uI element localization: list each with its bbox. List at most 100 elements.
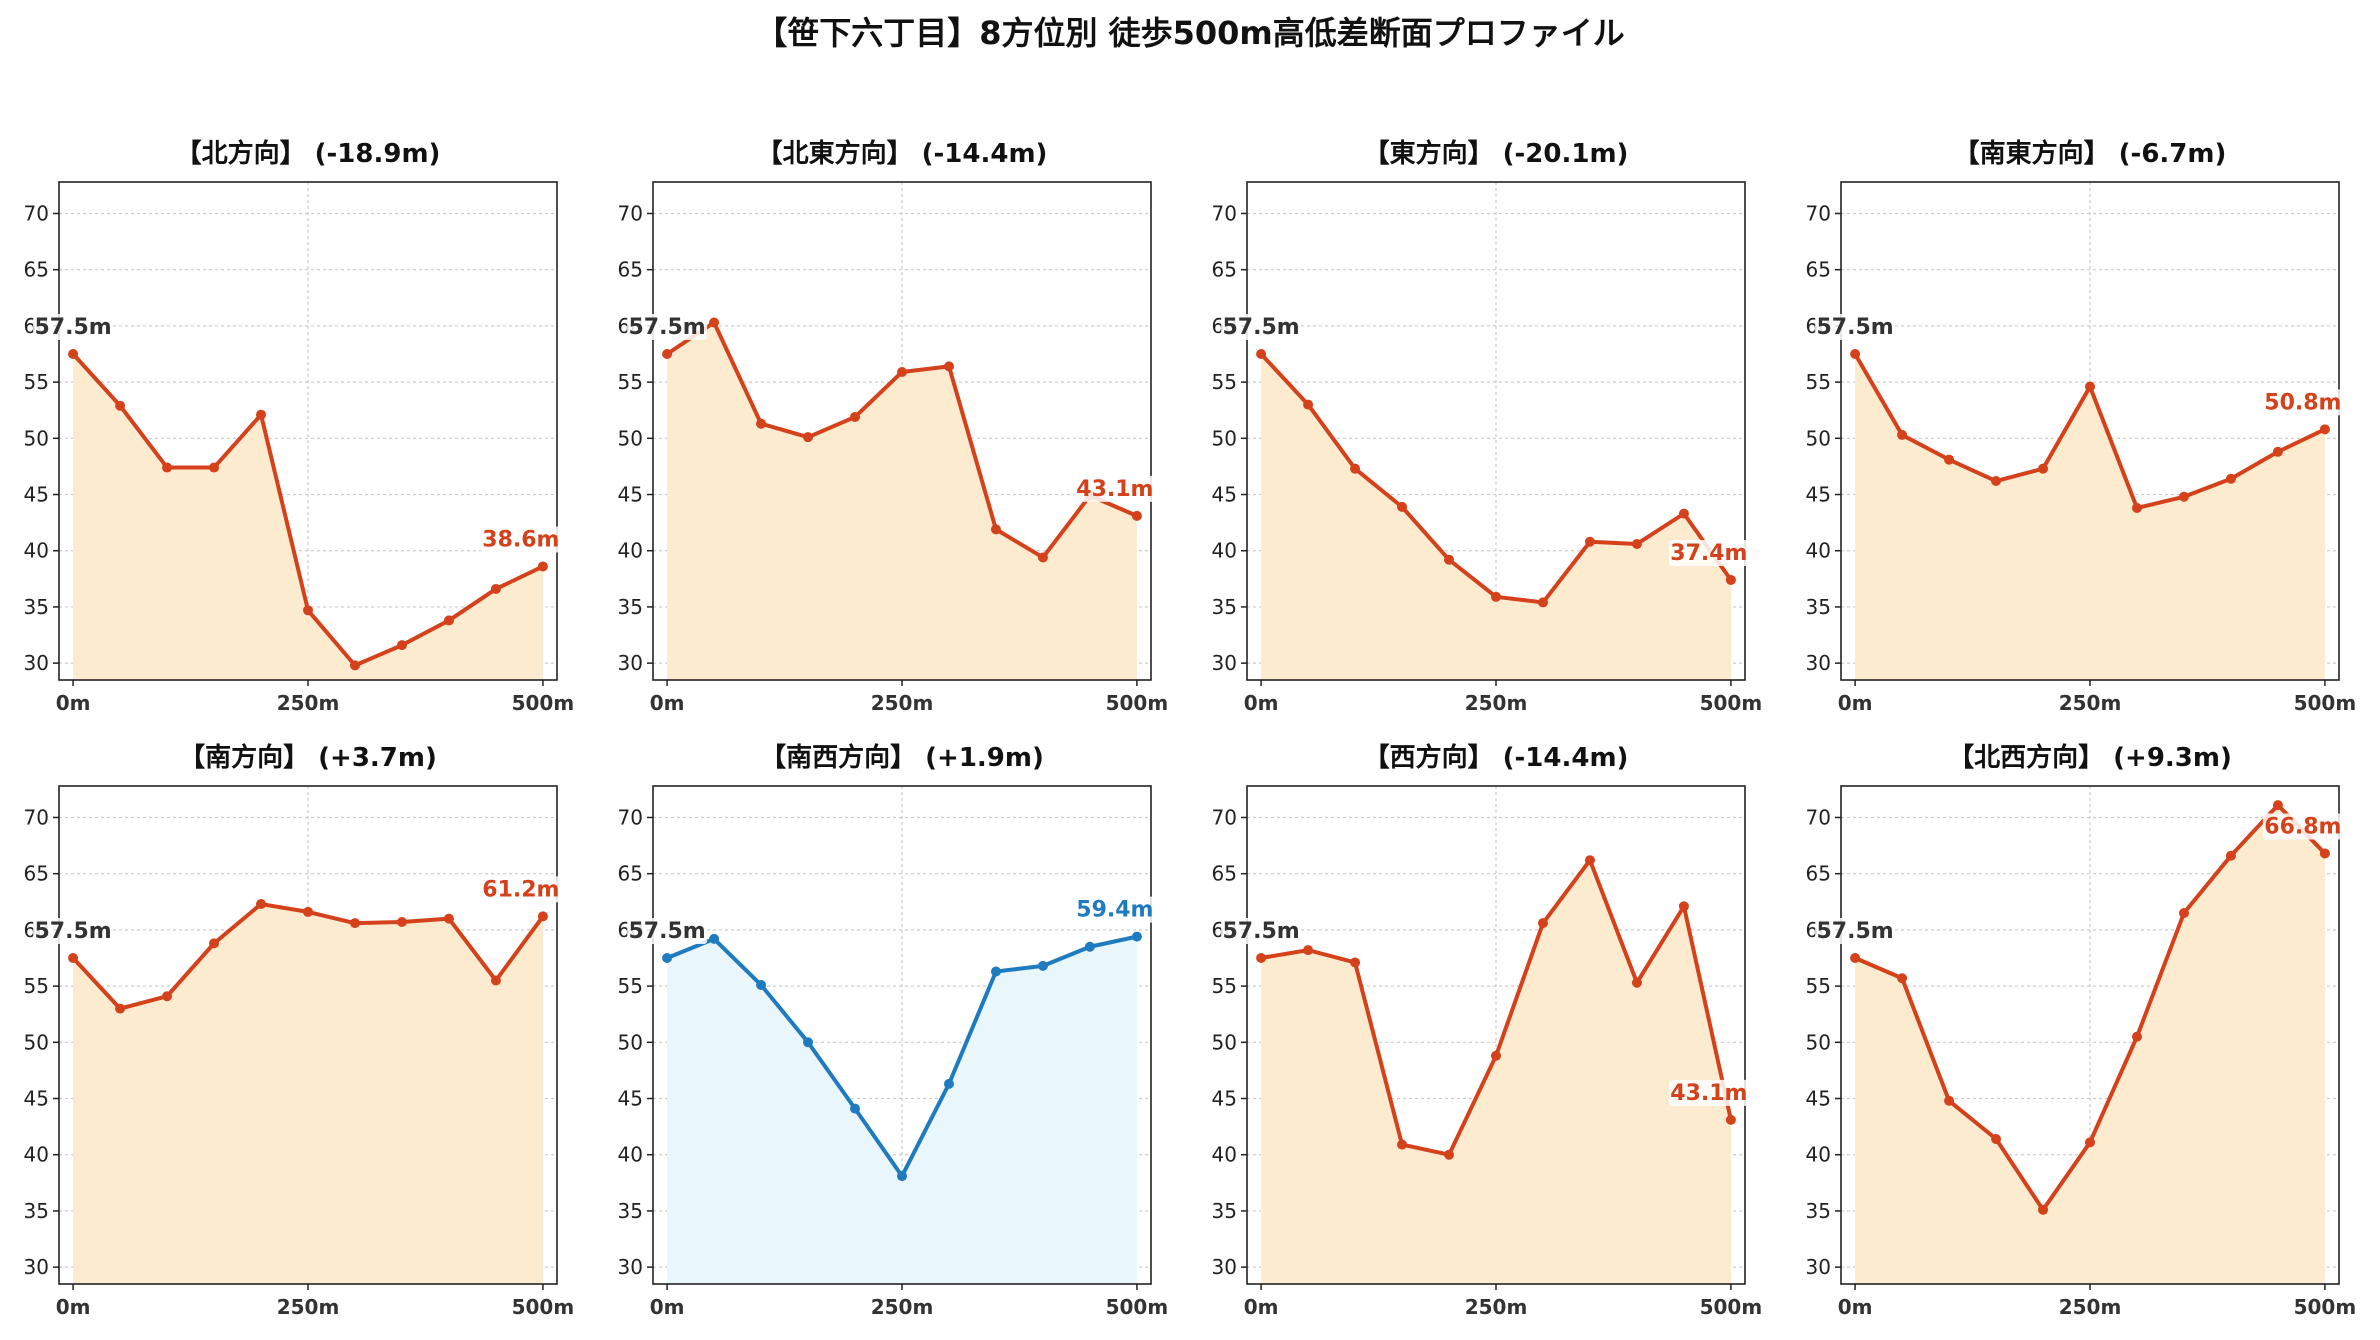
profile-point: [709, 933, 720, 944]
profile-point: [2038, 463, 2049, 474]
axes-frame: [652, 785, 1152, 1285]
y-tick-label: 65: [24, 862, 49, 886]
y-tick-label: 55: [1212, 370, 1237, 394]
profile-point: [1131, 931, 1142, 942]
x-tick-label: 0m: [650, 691, 685, 715]
panel-4: 【南方向】 (+3.7m)3035404550556065700m250m500…: [24, 742, 575, 1319]
y-tick-label: 45: [1212, 483, 1237, 507]
panel-title: 【北方向】 (-18.9m): [176, 138, 441, 169]
profile-point: [1350, 957, 1361, 968]
panel-1: 【北東方向】 (-14.4m)3035404550556065700m250m5…: [618, 138, 1169, 715]
y-tick-label: 45: [24, 483, 49, 507]
y-tick-label: 70: [24, 805, 49, 829]
x-tick-label: 500m: [1700, 691, 1763, 715]
panel-title: 【北東方向】 (-14.4m): [757, 138, 1048, 169]
y-tick-label: 65: [24, 258, 49, 282]
y-tick-label: 30: [1806, 1255, 1831, 1279]
y-tick-label: 35: [1806, 595, 1831, 619]
profile-point: [2085, 1137, 2095, 1148]
y-tick-label: 50: [618, 426, 643, 450]
profile-point: [850, 1103, 861, 1114]
x-tick-label: 0m: [1838, 1295, 1873, 1319]
x-tick-label: 250m: [871, 691, 934, 715]
profile-point: [1256, 952, 1267, 963]
y-tick-label: 55: [1806, 974, 1831, 998]
profile-point: [1678, 508, 1689, 519]
profile-point: [1397, 501, 1408, 512]
y-tick-label: 30: [24, 1255, 49, 1279]
panel-title: 【南東方向】 (-6.7m): [1954, 138, 2227, 169]
profile-point: [1991, 1133, 2002, 1144]
profile-point: [256, 409, 267, 420]
y-tick-label: 55: [1212, 974, 1237, 998]
profile-point: [2272, 446, 2283, 457]
axes-frame: [1840, 785, 2340, 1285]
x-tick-label: 0m: [56, 1295, 91, 1319]
profile-point: [1256, 348, 1267, 359]
profile-point: [709, 317, 720, 328]
profile-point: [1584, 855, 1595, 866]
axes-frame: [58, 785, 558, 1285]
profile-point: [256, 899, 267, 910]
profile-point: [1350, 463, 1361, 474]
profile-area: [667, 322, 1137, 680]
y-tick-label: 40: [1212, 539, 1237, 563]
end-label: 61.2m: [482, 877, 559, 902]
x-tick-label: 500m: [1700, 1295, 1763, 1319]
profile-point: [1397, 1139, 1408, 1150]
profile-point: [2272, 800, 2283, 811]
start-label-bg: [1221, 313, 1302, 340]
y-tick-label: 55: [618, 370, 643, 394]
end-label-bg: [480, 876, 561, 903]
panels: 【北方向】 (-18.9m)3035404550556065700m250m50…: [24, 138, 2357, 1319]
x-tick-label: 0m: [1244, 1295, 1279, 1319]
x-tick-label: 500m: [1106, 691, 1169, 715]
profile-point: [349, 918, 360, 929]
profile-point: [115, 1003, 126, 1014]
y-tick-label: 65: [1212, 862, 1237, 886]
end-label: 37.4m: [1670, 541, 1747, 566]
profile-area: [1261, 860, 1731, 1284]
y-tick-label: 70: [618, 805, 643, 829]
y-tick-label: 45: [618, 1087, 643, 1111]
profile-area: [667, 936, 1137, 1284]
profile-point: [1631, 538, 1642, 549]
start-label-bg: [1221, 917, 1302, 944]
y-tick-label: 40: [1212, 1143, 1237, 1167]
panel-title: 【西方向】 (-14.4m): [1364, 742, 1629, 773]
panel-5: 【南西方向】 (+1.9m)3035404550556065700m250m50…: [618, 742, 1169, 1319]
end-label: 50.8m: [2264, 390, 2341, 415]
profile-point: [1131, 510, 1142, 521]
y-tick-label: 35: [24, 595, 49, 619]
y-tick-label: 45: [1212, 1087, 1237, 1111]
panel-title: 【北西方向】 (+9.3m): [1948, 742, 2232, 773]
profile-point: [2319, 424, 2330, 435]
x-tick-label: 0m: [1838, 691, 1873, 715]
y-tick-label: 45: [1806, 1087, 1831, 1111]
start-label-bg: [33, 917, 114, 944]
end-label: 38.6m: [482, 527, 559, 552]
x-tick-label: 0m: [650, 1295, 685, 1319]
profile-point: [943, 361, 954, 372]
y-tick-label: 40: [618, 539, 643, 563]
profile-point: [990, 966, 1001, 977]
end-label-bg: [1074, 475, 1155, 502]
start-label-bg: [1815, 917, 1896, 944]
y-tick-label: 50: [618, 1030, 643, 1054]
y-tick-label: 30: [1212, 1255, 1237, 1279]
profile-point: [1537, 918, 1548, 929]
profile-point: [1491, 591, 1501, 602]
x-tick-label: 250m: [1465, 691, 1528, 715]
end-label-bg: [1668, 1079, 1749, 1106]
panel-title: 【南方向】 (+3.7m): [179, 742, 437, 773]
x-tick-label: 500m: [512, 691, 575, 715]
profile-point: [68, 348, 79, 359]
x-tick-label: 0m: [56, 691, 91, 715]
profile-point: [662, 952, 673, 963]
axes-frame: [1246, 785, 1746, 1285]
profile-point: [1991, 476, 2002, 487]
y-tick-label: 45: [1806, 483, 1831, 507]
profile-point: [1850, 348, 1861, 359]
profile-area: [1855, 805, 2325, 1284]
profile-point: [443, 913, 454, 924]
